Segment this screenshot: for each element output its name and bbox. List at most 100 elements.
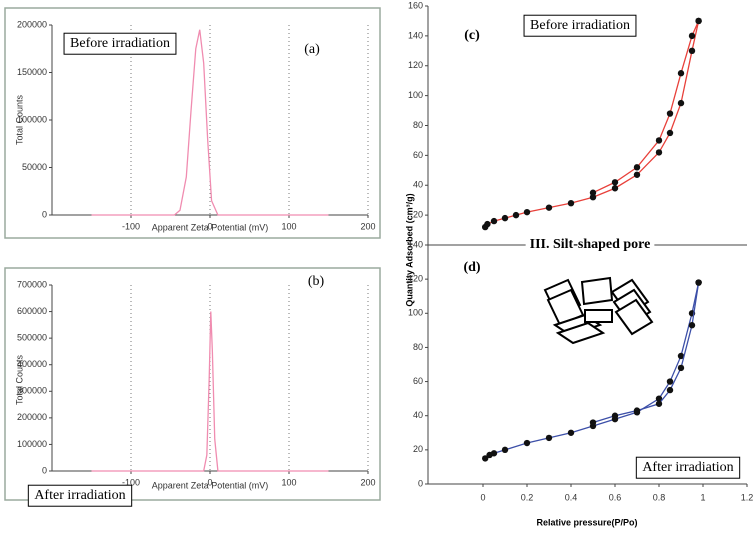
annotation-box — [27, 484, 133, 507]
data-point — [545, 204, 553, 211]
x-tick-label: -100 — [122, 477, 140, 487]
annotation-box — [635, 456, 741, 479]
x-tick-label: 1.2 — [741, 492, 754, 502]
y-tick-label: 160 — [408, 0, 423, 10]
x-tick-label: 0.6 — [609, 492, 622, 502]
y-tick-label: 100 — [408, 308, 423, 318]
data-point — [611, 412, 619, 419]
data-point — [666, 110, 674, 117]
x-tick-label: -100 — [122, 221, 140, 231]
y-tick-label: 20 — [413, 210, 423, 220]
annotation-bg — [525, 235, 655, 255]
data-point — [695, 17, 702, 25]
pore-icon — [543, 276, 654, 345]
data-point — [611, 179, 619, 186]
annotation: Before irradiation — [530, 18, 630, 33]
x-tick-label: 100 — [281, 477, 296, 487]
x-tick-label: 0 — [480, 492, 485, 502]
data-point — [567, 199, 575, 207]
x-tick-label: 200 — [360, 477, 375, 487]
data-point — [589, 189, 597, 196]
data-point — [633, 171, 641, 178]
data-point — [666, 129, 674, 137]
data-point — [655, 137, 663, 144]
series-line — [91, 311, 329, 472]
x-axis-label: Relative pressure(P/Po) — [536, 517, 637, 527]
series-line — [592, 282, 700, 424]
y-tick-label: 40 — [413, 410, 423, 420]
y-axis-label: Quantity Adsorbed (cm³/g) — [404, 193, 414, 306]
data-point — [677, 99, 685, 107]
panel-frame — [4, 7, 381, 239]
data-point — [655, 395, 663, 402]
annotation: (a) — [304, 42, 320, 57]
data-point — [611, 185, 619, 192]
y-tick-label: 0 — [418, 478, 423, 488]
x-tick-label: 0.8 — [653, 492, 666, 502]
data-point — [545, 434, 553, 442]
y-tick-label: 200000 — [17, 19, 47, 29]
annotation-box — [63, 32, 177, 55]
annotation-box — [523, 14, 637, 37]
annotation: III. Silt-shaped pore — [530, 237, 651, 252]
x-tick-label: 100 — [281, 221, 296, 231]
x-axis-label: Apparent Zeta Potential (mV) — [152, 480, 269, 490]
data-point — [688, 47, 696, 55]
x-tick-label: 1 — [700, 492, 705, 502]
y-tick-label: 0 — [42, 465, 47, 475]
y-tick-label: 500000 — [17, 333, 47, 343]
data-point — [677, 352, 685, 360]
x-tick-label: 200 — [360, 221, 375, 231]
y-axis-label: Total Counts — [14, 94, 24, 145]
annotation: Before irradiation — [70, 36, 170, 51]
annotation: (c) — [464, 28, 480, 43]
x-tick-label: 0 — [207, 221, 212, 231]
data-point — [666, 386, 674, 394]
y-tick-label: 120 — [408, 274, 423, 284]
y-tick-label: 140 — [408, 30, 423, 40]
annotation: (d) — [463, 260, 480, 275]
series-line — [484, 20, 700, 228]
y-tick-label: 0 — [42, 209, 47, 219]
data-point — [688, 32, 696, 40]
data-point — [655, 400, 663, 407]
y-tick-label: 20 — [413, 444, 423, 454]
x-tick-label: 0 — [207, 477, 212, 487]
y-tick-label: 600000 — [17, 306, 47, 316]
series-line — [484, 282, 700, 459]
data-point — [688, 322, 696, 329]
y-axis-label: Total Counts — [14, 354, 24, 405]
data-point — [589, 419, 597, 426]
data-point — [589, 194, 597, 201]
data-point — [655, 149, 663, 156]
data-point — [677, 364, 685, 372]
x-tick-label: 0.2 — [521, 492, 534, 502]
series-line — [592, 20, 700, 194]
y-tick-label: 50000 — [22, 162, 47, 172]
y-tick-label: 700000 — [17, 279, 47, 289]
data-point — [512, 211, 520, 219]
data-point — [567, 429, 575, 436]
y-tick-label: 120 — [408, 60, 423, 70]
y-tick-label: 400000 — [17, 359, 47, 369]
annotation: (b) — [308, 274, 325, 289]
y-tick-label: 100000 — [17, 114, 47, 124]
y-tick-label: 300000 — [17, 386, 47, 396]
annotation: After irradiation — [642, 460, 733, 475]
y-tick-label: 100 — [408, 90, 423, 100]
data-point — [490, 450, 498, 457]
annotation: After irradiation — [34, 488, 125, 503]
data-point — [633, 164, 641, 171]
data-point — [490, 217, 498, 225]
data-point — [695, 279, 702, 286]
y-tick-label: 80 — [413, 342, 423, 352]
y-tick-label: 200000 — [17, 412, 47, 422]
x-axis-label: Apparent Zeta Potential (mV) — [152, 222, 269, 232]
y-tick-label: 140 — [408, 239, 423, 249]
data-point — [482, 455, 489, 462]
y-tick-label: 60 — [413, 150, 423, 160]
data-point — [666, 378, 674, 385]
data-point — [501, 446, 509, 454]
data-point — [501, 214, 509, 222]
